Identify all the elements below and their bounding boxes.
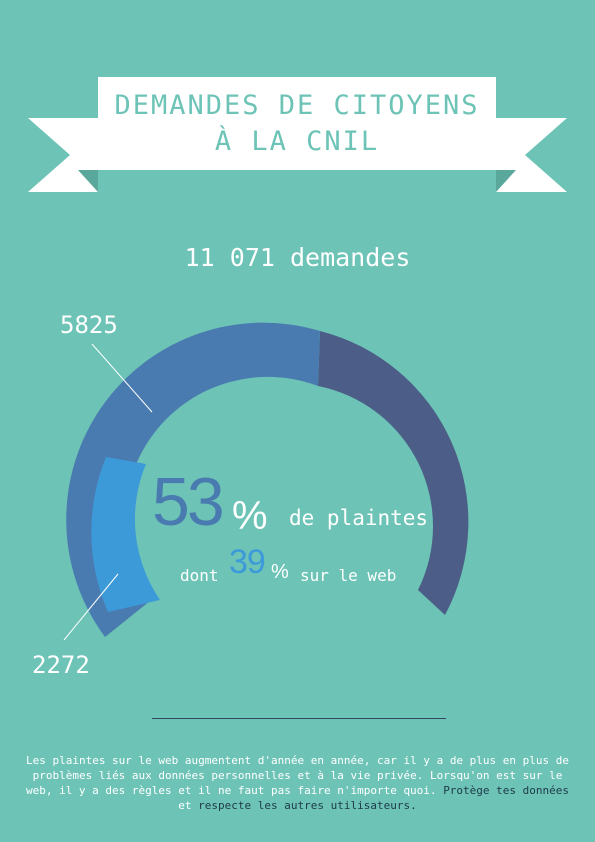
gauge-arc-other xyxy=(318,331,469,615)
ribbon-left-fold xyxy=(78,170,98,192)
title-box: DEMANDES DE CITOYENS À LA CNIL xyxy=(98,77,496,170)
footer-highlight-1: Protège tes données xyxy=(443,784,570,797)
dont-label: dont xyxy=(180,566,219,585)
label-complaints-count: 5825 xyxy=(60,311,118,339)
ribbon-banner xyxy=(28,118,567,192)
title-line-2: À LA CNIL xyxy=(214,125,380,157)
total-requests: 11 071 demandes xyxy=(184,243,411,272)
leader-line-bottom xyxy=(63,573,119,641)
web-label: sur le web xyxy=(300,566,397,585)
label-web-count: 2272 xyxy=(32,651,90,679)
ribbon-left-tail xyxy=(28,118,98,192)
complaints-percent: 53 xyxy=(152,464,225,540)
leader-line-top xyxy=(91,343,153,413)
complaints-label: de plaintes xyxy=(289,506,429,530)
web-percent: 39 xyxy=(229,543,266,581)
ribbon-right-fold xyxy=(496,170,516,192)
footer-highlight-2: respecte les autres utilisateurs. xyxy=(198,799,417,812)
divider-line xyxy=(152,718,446,719)
footer-text: Les plaintes sur le web augmentent d'ann… xyxy=(25,754,570,797)
title-line-1: DEMANDES DE CITOYENS xyxy=(114,89,480,121)
gauge-arc-web xyxy=(91,457,160,612)
footer-connector: et xyxy=(178,799,192,812)
footer-paragraph: Les plaintes sur le web augmentent d'ann… xyxy=(20,753,575,813)
web-percent-symbol: % xyxy=(271,561,289,583)
complaints-percent-symbol: % xyxy=(232,494,268,538)
ribbon-right-tail xyxy=(496,118,567,192)
